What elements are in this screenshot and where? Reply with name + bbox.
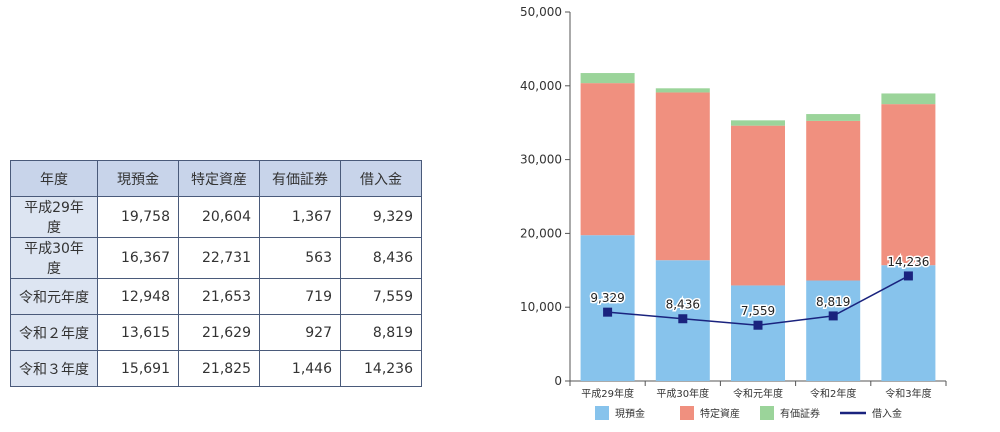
x-category-label: 平成29年度: [581, 387, 634, 400]
bar-segment: [881, 265, 936, 381]
cell-cash: 13,615: [97, 314, 179, 351]
y-tick-label: 40,000: [520, 79, 562, 93]
table-row: 平成30年度 16,367 22,731 563 8,436: [10, 237, 422, 279]
legend-swatch: [760, 406, 774, 420]
x-category-label: 令和元年度: [733, 387, 783, 400]
y-tick-label: 10,000: [520, 300, 562, 314]
row-year: 平成29年度: [10, 196, 98, 238]
cell-cash: 12,948: [97, 278, 179, 315]
cell-securities: 719: [259, 278, 341, 315]
bar-segment: [881, 93, 936, 105]
header-year: 年度: [10, 160, 98, 197]
cell-specific-assets: 21,629: [178, 314, 260, 351]
legend-label: 特定資産: [700, 407, 740, 420]
line-point-marker: [753, 320, 763, 330]
cell-securities: 1,367: [259, 196, 341, 238]
cell-specific-assets: 22,731: [178, 237, 260, 279]
bar-segment: [806, 280, 861, 381]
stacked-bar-chart: 0 10,000 20,000 30,000 40,000 50,000 平成29年度 平成3…: [520, 5, 947, 420]
data-label: 8,436: [666, 298, 700, 312]
bar-segment: [655, 92, 710, 261]
data-label: 8,819: [816, 295, 850, 309]
header-borrowings: 借入金: [340, 160, 422, 197]
line-point-marker: [603, 307, 613, 317]
bar-segment: [806, 114, 861, 121]
table-row: 令和元年度 12,948 21,653 719 7,559: [10, 278, 422, 315]
legend-label: 有価証券: [780, 407, 820, 420]
cell-specific-assets: 21,825: [178, 350, 260, 387]
data-label: 9,329: [590, 291, 624, 305]
table-row: 令和２年度 13,615 21,629 927 8,819: [10, 314, 422, 351]
cell-specific-assets: 20,604: [178, 196, 260, 238]
data-label: 14,236: [887, 255, 929, 269]
table-header-row: 年度 現預金 特定資産 有価証券 借入金: [10, 160, 422, 197]
x-category-label: 平成30年度: [656, 387, 709, 400]
cell-securities: 927: [259, 314, 341, 351]
table-row: 令和３年度 15,691 21,825 1,446 14,236: [10, 350, 422, 387]
table-row: 平成29年度 19,758 20,604 1,367 9,329: [10, 196, 422, 238]
data-label: 7,559: [741, 304, 775, 318]
header-specific-assets: 特定資産: [178, 160, 260, 197]
line-point-marker: [678, 314, 688, 324]
row-year: 令和２年度: [10, 314, 98, 351]
cell-cash: 16,367: [97, 237, 179, 279]
cell-borrowings: 14,236: [340, 350, 422, 387]
header-securities: 有価証券: [259, 160, 341, 197]
x-category-label: 令和2年度: [810, 387, 856, 400]
bar-segment: [731, 285, 785, 381]
row-year: 令和元年度: [10, 278, 98, 315]
x-category-label: 令和3年度: [885, 387, 931, 400]
data-table: 年度 現預金 特定資産 有価証券 借入金 平成29年度 19,758 20,60…: [10, 160, 422, 387]
cell-specific-assets: 21,653: [178, 278, 260, 315]
y-tick-label: 30,000: [520, 153, 562, 167]
legend-label: 現預金: [615, 407, 645, 420]
cell-securities: 1,446: [259, 350, 341, 387]
y-tick-label: 20,000: [520, 226, 562, 240]
bar-segment: [655, 88, 710, 93]
cell-cash: 15,691: [97, 350, 179, 387]
bar-segment: [580, 73, 635, 84]
line-point-marker: [828, 311, 838, 321]
cell-borrowings: 8,819: [340, 314, 422, 351]
legend-label: 借入金: [872, 407, 902, 420]
cell-cash: 19,758: [97, 196, 179, 238]
row-year: 平成30年度: [10, 237, 98, 279]
cell-borrowings: 8,436: [340, 237, 422, 279]
bar-segment: [806, 120, 861, 281]
legend-swatch: [680, 406, 694, 420]
line-point-marker: [903, 271, 913, 281]
legend-swatch: [595, 406, 609, 420]
cell-borrowings: 7,559: [340, 278, 422, 315]
cell-borrowings: 9,329: [340, 196, 422, 238]
bar-segment: [731, 120, 785, 126]
bar-segment: [881, 104, 936, 266]
cell-securities: 563: [259, 237, 341, 279]
bar-segment: [731, 125, 785, 286]
y-tick-label: 50,000: [520, 5, 562, 19]
row-year: 令和３年度: [10, 350, 98, 387]
bar-segment: [580, 83, 635, 236]
y-tick-label: 0: [554, 374, 562, 388]
data-table-container: 年度 現預金 特定資産 有価証券 借入金 平成29年度 19,758 20,60…: [10, 160, 422, 387]
header-cash: 現預金: [97, 160, 179, 197]
